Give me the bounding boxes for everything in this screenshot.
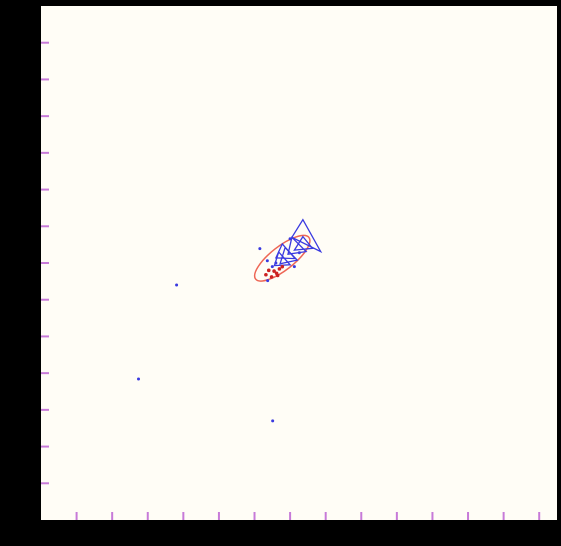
blue-data-point — [271, 419, 275, 423]
red-data-point — [266, 268, 271, 273]
red-data-point — [275, 273, 280, 278]
blue-data-point — [266, 279, 270, 283]
blue-data-point — [274, 261, 278, 265]
x-tick-label: 500 — [211, 528, 228, 540]
triangle-mark — [293, 235, 314, 251]
tick-labels: 500 1000 500 1000 — [14, 148, 408, 540]
axis-ticks — [41, 41, 541, 520]
blue-data-point — [292, 265, 296, 269]
blue-data-point — [175, 283, 179, 287]
chart-marks — [137, 218, 323, 423]
blue-data-point — [288, 237, 292, 241]
blue-data-point — [270, 265, 274, 269]
red-data-point — [280, 264, 285, 269]
red-data-point — [272, 269, 276, 273]
blue-data-point — [265, 259, 269, 263]
red-data-point — [264, 272, 268, 277]
blue-data-point — [137, 377, 141, 381]
confidence-ellipse — [253, 234, 311, 282]
red-data-point — [277, 267, 282, 271]
x-axis-label: m/sec — [523, 528, 549, 540]
x-tick-label: 1000 — [386, 528, 409, 540]
blue-data-point — [297, 251, 301, 255]
y-tick-label: 1000 — [14, 148, 37, 160]
blue-data-point — [258, 247, 262, 251]
red-data-point — [269, 275, 274, 279]
triangle-mark — [290, 218, 323, 254]
triangle-mark — [287, 236, 308, 255]
plot-area — [41, 6, 557, 520]
y-axis-label: m/sec — [4, 30, 30, 42]
y-tick-label: 500 — [20, 331, 37, 343]
